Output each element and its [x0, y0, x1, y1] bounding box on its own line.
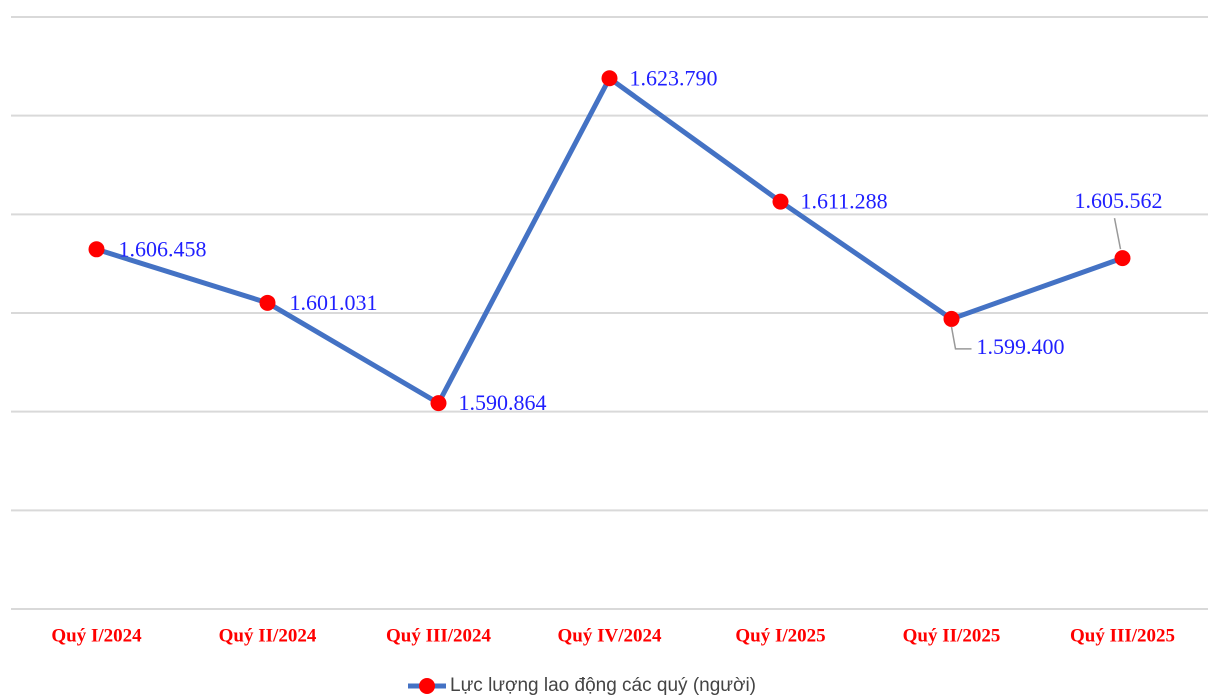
marker — [259, 294, 276, 311]
line — [95, 75, 1124, 406]
data-label: 1.605.562 — [1075, 188, 1163, 213]
marker — [88, 241, 105, 258]
marker — [601, 70, 618, 87]
x-tick-label: Quý I/2025 — [735, 625, 825, 646]
data-label: 1.590.864 — [459, 390, 547, 415]
data-label: 1.601.031 — [290, 290, 378, 315]
marker — [430, 395, 447, 412]
legend-marker — [419, 678, 435, 694]
x-tick-label: Quý III/2024 — [386, 625, 492, 646]
data-label: 1.599.400 — [977, 334, 1065, 359]
marker — [772, 193, 789, 210]
x-tick-label: Quý III/2025 — [1070, 625, 1175, 646]
x-tick-label: Quý IV/2024 — [558, 625, 662, 646]
x-tick-label: Quý II/2025 — [903, 625, 1001, 646]
x-tick-label: Quý I/2024 — [51, 625, 142, 646]
marker — [1114, 250, 1131, 267]
data-label: 1.606.458 — [119, 236, 207, 261]
x-tick-label: Quý II/2024 — [219, 625, 317, 646]
data-label: 1.623.790 — [630, 65, 718, 90]
marker — [943, 310, 960, 327]
leader-line — [1113, 217, 1122, 250]
data-label: 1.611.288 — [801, 189, 888, 214]
legend-label: Lực lượng lao động các quý (người) — [450, 675, 756, 696]
leader-line — [950, 326, 972, 350]
